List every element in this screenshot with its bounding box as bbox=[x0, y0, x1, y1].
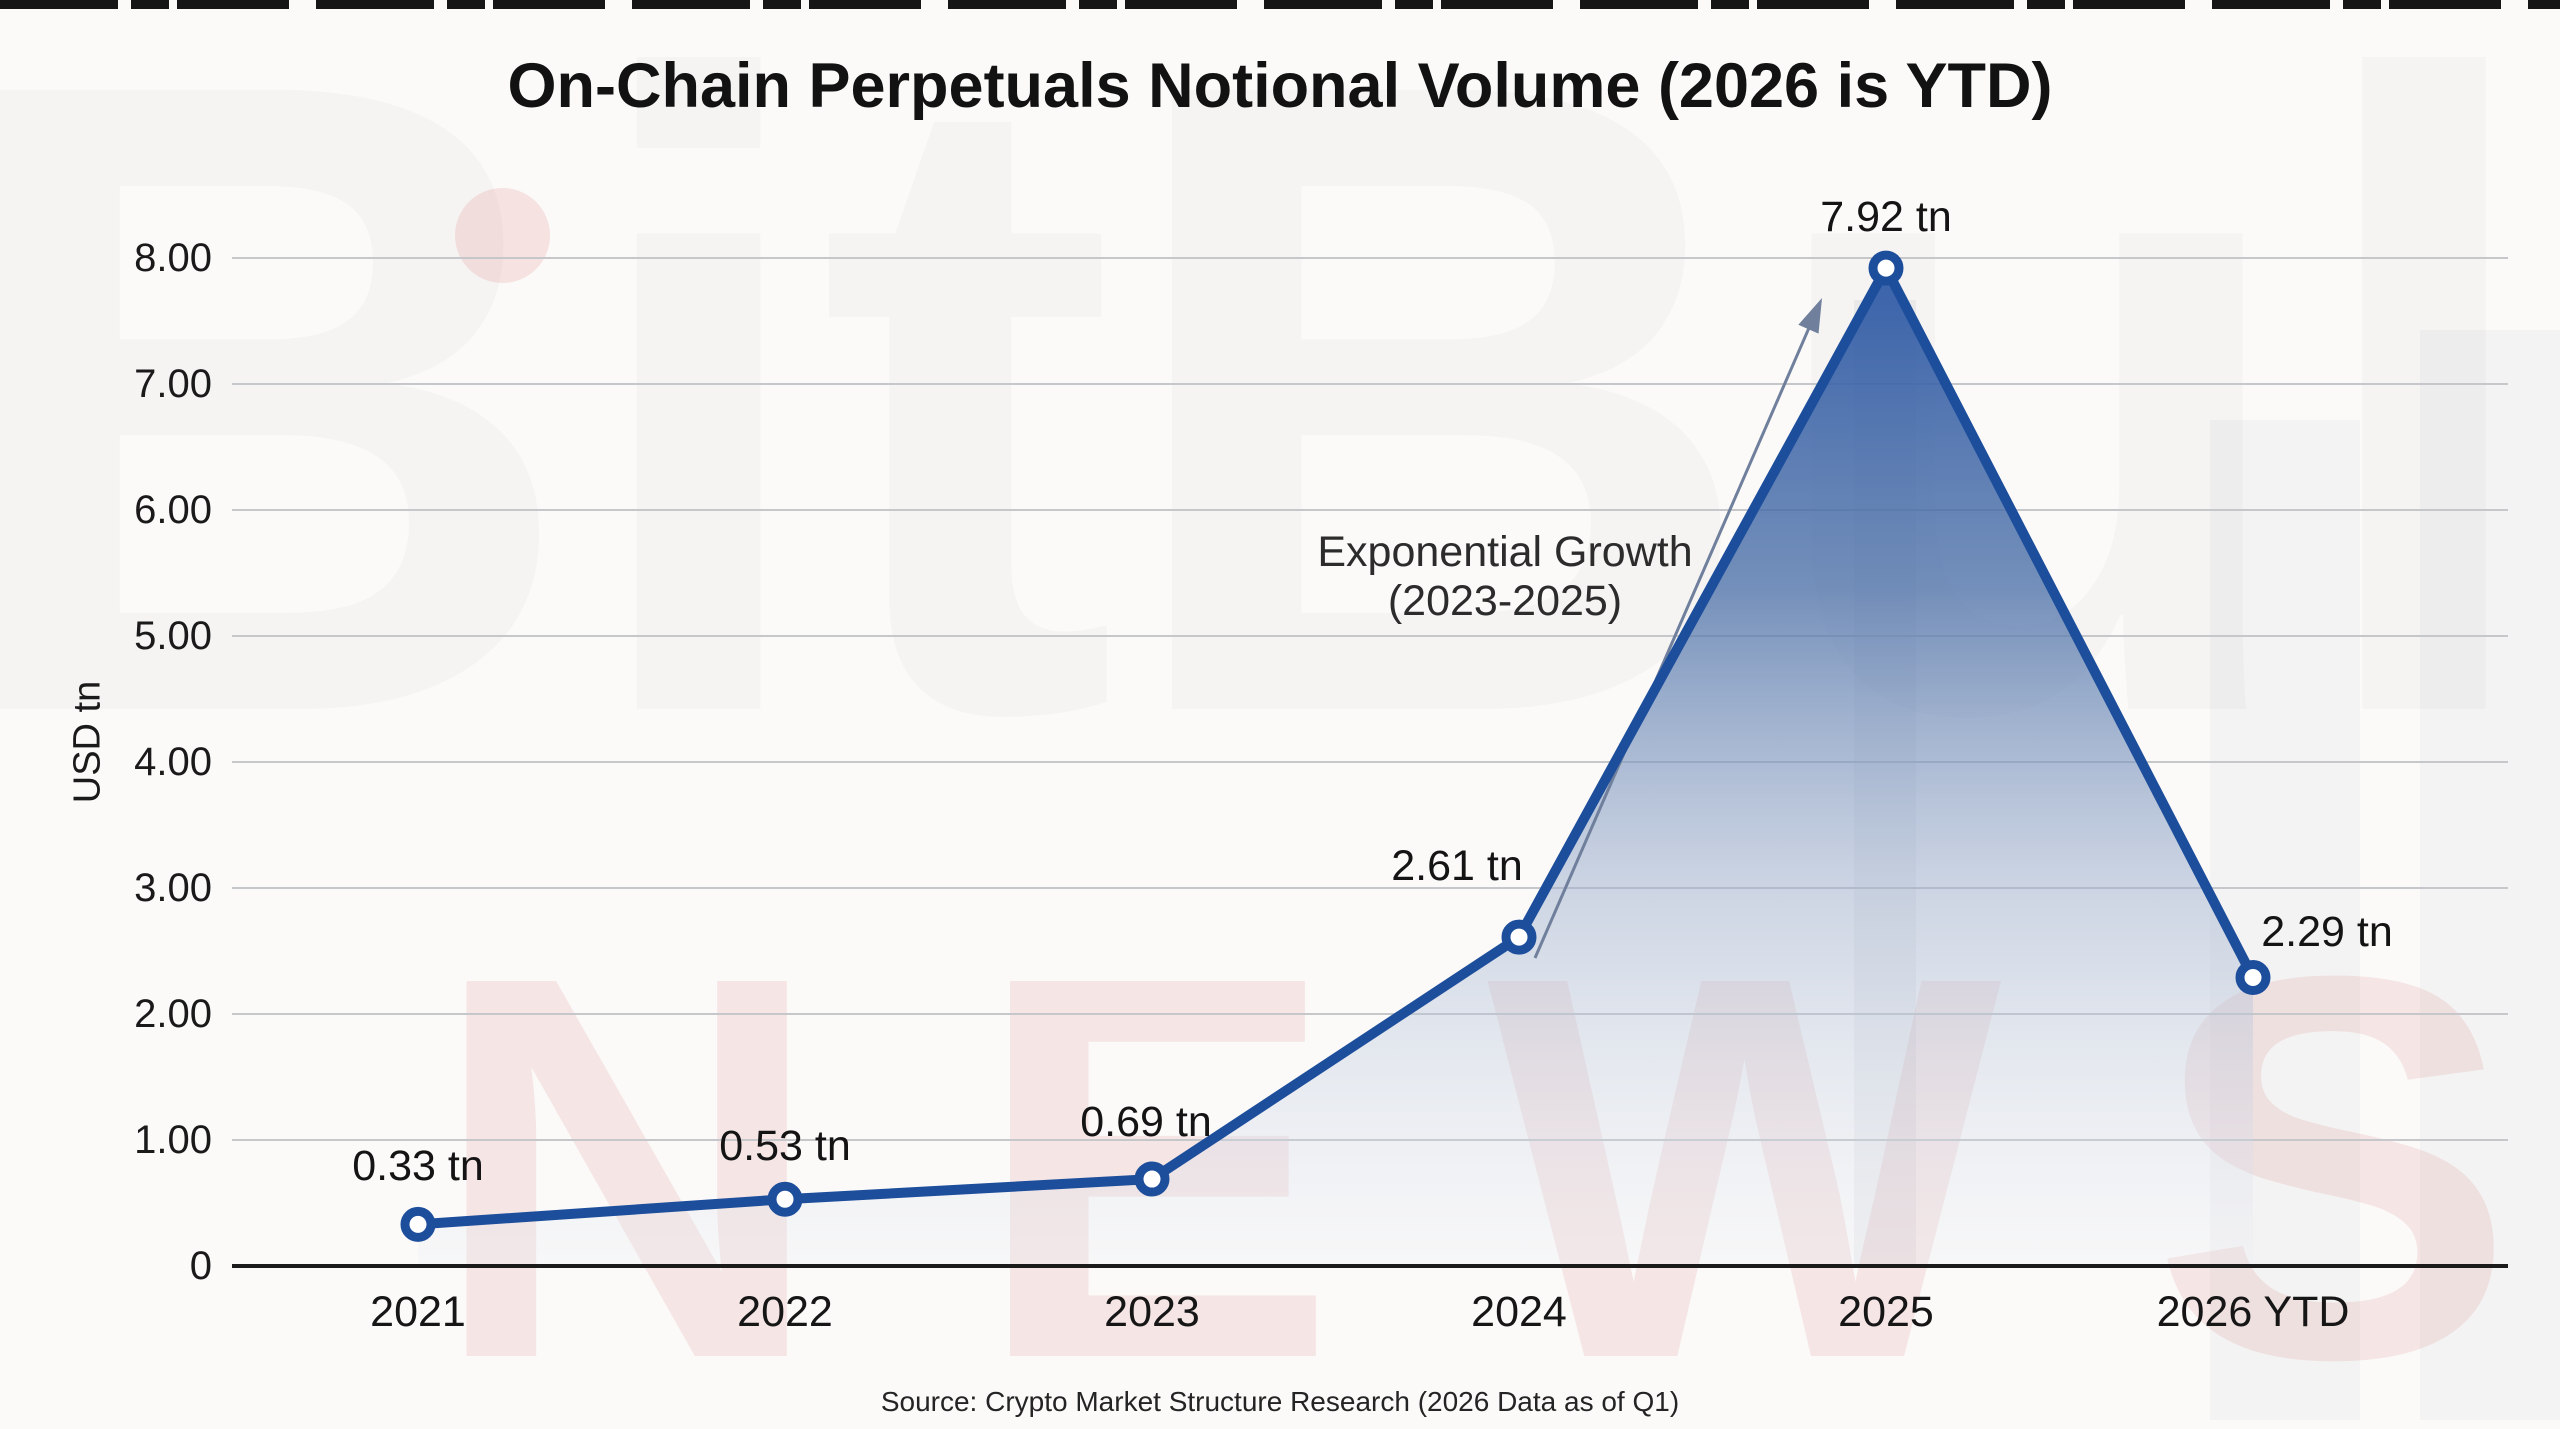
x-tick-label: 2025 bbox=[1838, 1288, 1934, 1336]
cropped-top-banner bbox=[0, 0, 2560, 9]
y-tick-label: 1.00 bbox=[134, 1118, 212, 1162]
x-tick-label: 2021 bbox=[370, 1288, 466, 1336]
data-point-marker bbox=[767, 1181, 803, 1217]
data-point-marker bbox=[400, 1206, 436, 1242]
trend-arrowhead bbox=[1798, 298, 1822, 334]
point-label: 0.69 tn bbox=[1080, 1098, 1212, 1147]
point-label: 2.29 tn bbox=[2261, 908, 2393, 957]
x-tick-label: 2026 YTD bbox=[2156, 1288, 2350, 1336]
trend-annotation-line1: Exponential Growth bbox=[1317, 528, 1693, 576]
y-tick-label: 5.00 bbox=[134, 614, 212, 658]
point-label: 0.33 tn bbox=[352, 1142, 484, 1191]
y-tick-label: 6.00 bbox=[134, 488, 212, 532]
y-tick-label: 8.00 bbox=[134, 236, 212, 280]
point-label: 2.61 tn bbox=[1391, 842, 1523, 891]
y-tick-label: 2.00 bbox=[134, 992, 212, 1036]
area-fill bbox=[418, 268, 2253, 1267]
y-tick-label: 4.00 bbox=[134, 740, 212, 784]
point-label: 0.53 tn bbox=[719, 1122, 851, 1171]
data-point-marker bbox=[1134, 1161, 1170, 1197]
source-caption: Source: Crypto Market Structure Research… bbox=[880, 1386, 1680, 1417]
x-tick-label: 2024 bbox=[1471, 1288, 1567, 1336]
data-point-marker bbox=[2235, 959, 2271, 995]
data-point-marker bbox=[1501, 919, 1537, 955]
y-tick-label: 0 bbox=[189, 1244, 212, 1288]
data-line bbox=[413, 263, 2258, 1230]
y-tick-label: 3.00 bbox=[134, 866, 212, 910]
chart-title: On-Chain Perpetuals Notional Volume (202… bbox=[507, 51, 2053, 121]
x-tick-label: 2023 bbox=[1104, 1288, 1200, 1336]
point-label: 7.92 tn bbox=[1820, 193, 1952, 242]
y-tick-label: 7.00 bbox=[134, 362, 212, 406]
x-tick-label: 2022 bbox=[737, 1288, 833, 1336]
data-point-marker bbox=[1868, 250, 1904, 286]
watermark-bar bbox=[2420, 330, 2560, 1420]
trend-annotation: Exponential Growth (2023-2025) bbox=[1317, 528, 1692, 626]
trend-arrow-shaft bbox=[1533, 317, 1815, 959]
trend-annotation-line2: (2023-2025) bbox=[1387, 577, 1623, 625]
watermark-i-dot bbox=[455, 188, 550, 283]
